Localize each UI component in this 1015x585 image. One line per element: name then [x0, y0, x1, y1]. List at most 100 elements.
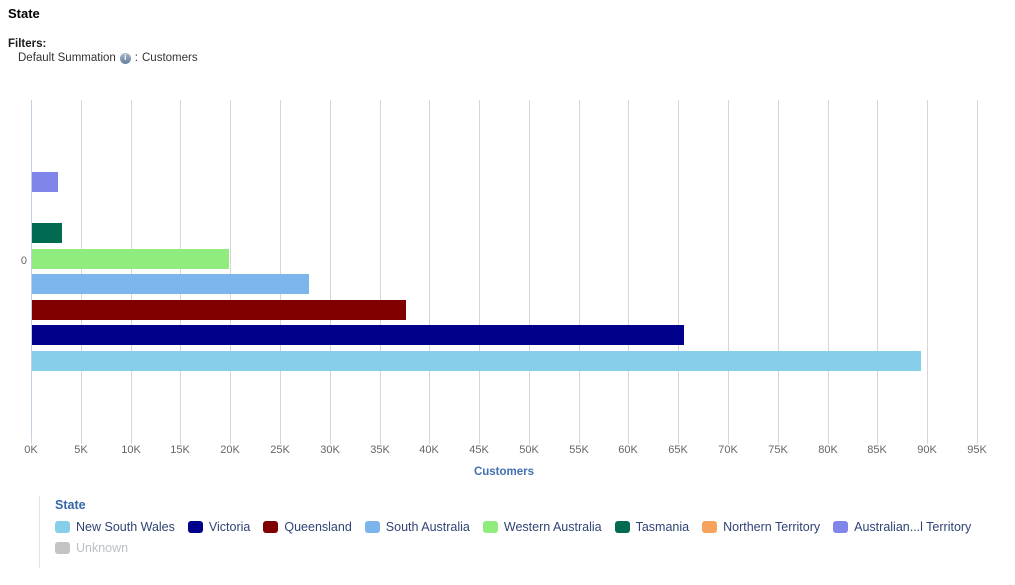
x-axis-tick-label: 20K [220, 444, 240, 456]
bar-tasmania[interactable] [32, 223, 62, 243]
filter-name: Default Summation [18, 52, 116, 64]
legend-label: Northern Territory [723, 520, 821, 534]
x-axis-tick-label: 90K [917, 444, 937, 456]
legend-row-2: Unknown [55, 541, 1015, 555]
x-axis-tick-label: 40K [419, 444, 439, 456]
legend-label: Victoria [208, 520, 251, 534]
legend-item-australian-l-territory[interactable]: Australian...l Territory [833, 520, 971, 534]
axis-tick-mark [877, 438, 878, 444]
x-axis-tick-label: 65K [668, 444, 688, 456]
axis-tick-mark [131, 438, 132, 444]
bar-south-australia[interactable] [32, 274, 309, 294]
legend-swatch-icon [482, 521, 498, 533]
bar-australian-l-territory[interactable] [32, 172, 58, 192]
gridline [330, 100, 331, 438]
legend-item-victoria[interactable]: Victoria [187, 520, 251, 534]
axis-tick-mark [479, 438, 480, 444]
axis-tick-mark [927, 438, 928, 444]
legend-item-new-south-wales[interactable]: New South Wales [55, 520, 175, 534]
axis-tick-mark [330, 438, 331, 444]
gridline [678, 100, 679, 438]
page-title: State [8, 6, 40, 21]
axis-tick-mark [81, 438, 82, 444]
axis-tick-mark [31, 438, 32, 444]
x-axis-tick-label: 95K [967, 444, 987, 456]
legend-item-western-australia[interactable]: Western Australia [482, 520, 602, 534]
x-axis-tick-label: 85K [867, 444, 887, 456]
axis-tick-mark [280, 438, 281, 444]
filter-summary: Default Summation i : Customers [18, 52, 198, 64]
x-axis-tick-label: 60K [618, 444, 638, 456]
x-axis-tick-label: 0K [24, 444, 38, 456]
legend-item-queensland[interactable]: Queensland [263, 520, 352, 534]
x-axis-tick-label: 50K [519, 444, 539, 456]
legend-swatch-icon [833, 521, 849, 533]
legend-item-unknown[interactable]: Unknown [55, 541, 128, 555]
x-axis-tick-label: 80K [818, 444, 838, 456]
legend-label: Australian...l Territory [854, 520, 972, 534]
x-axis-tick-label: 45K [469, 444, 489, 456]
gridline [180, 100, 181, 438]
gridline [828, 100, 829, 438]
gridline [778, 100, 779, 438]
info-icon[interactable]: i [119, 52, 131, 64]
bar-new-south-wales[interactable] [32, 351, 921, 371]
gridline [529, 100, 530, 438]
gridline [877, 100, 878, 438]
gridline [81, 100, 82, 438]
x-axis-tick-label: 25K [270, 444, 290, 456]
axis-tick-mark [429, 438, 430, 444]
gridline [628, 100, 629, 438]
axis-tick-mark [180, 438, 181, 444]
gridline [479, 100, 480, 438]
legend-swatch-icon [187, 521, 203, 533]
legend-label: Tasmania [635, 520, 690, 534]
x-axis-tick-label: 15K [170, 444, 190, 456]
legend-swatch-icon [614, 521, 630, 533]
filter-separator: : [134, 52, 138, 64]
gridline [579, 100, 580, 438]
legend-label: New South Wales [76, 520, 175, 534]
legend-row-1: New South Wales Victoria Queensland South A… [55, 520, 1015, 534]
x-axis-tick-label: 10K [121, 444, 141, 456]
axis-tick-mark [828, 438, 829, 444]
filter-value: Customers [142, 52, 198, 64]
bar-victoria[interactable] [32, 325, 684, 345]
legend-item-south-australia[interactable]: South Australia [364, 520, 470, 534]
y-axis-line [31, 100, 32, 438]
axis-tick-mark [230, 438, 231, 444]
legend-swatch-icon [263, 521, 279, 533]
x-axis-tick-label: 75K [768, 444, 788, 456]
axis-tick-mark [628, 438, 629, 444]
legend-swatch-icon [702, 521, 718, 533]
axis-tick-mark [529, 438, 530, 444]
axis-tick-mark [579, 438, 580, 444]
axis-tick-mark [678, 438, 679, 444]
y-axis-category-label: 0 [20, 255, 27, 267]
gridline [230, 100, 231, 438]
bar-western-australia[interactable] [32, 249, 229, 269]
x-axis-tick-label: 30K [320, 444, 340, 456]
legend-label: Unknown [76, 541, 129, 555]
gridline [131, 100, 132, 438]
gridline [927, 100, 928, 438]
gridline [380, 100, 381, 438]
legend-swatch-icon [364, 521, 380, 533]
x-axis-tick-label: 70K [718, 444, 738, 456]
bar-chart-plot-area [31, 100, 978, 444]
legend-item-tasmania[interactable]: Tasmania [614, 520, 690, 534]
gridline [429, 100, 430, 438]
gridline [728, 100, 729, 438]
bar-queensland[interactable] [32, 300, 406, 320]
x-axis-tick-label: 55K [569, 444, 589, 456]
axis-tick-mark [728, 438, 729, 444]
gridline [977, 100, 978, 438]
legend-label: South Australia [385, 520, 470, 534]
legend-item-northern-territory[interactable]: Northern Territory [702, 520, 820, 534]
x-axis-title: Customers [473, 466, 535, 478]
legend-title: State [55, 498, 86, 512]
axis-tick-mark [380, 438, 381, 444]
axis-tick-mark [977, 438, 978, 444]
filters-label: Filters: [8, 38, 47, 50]
